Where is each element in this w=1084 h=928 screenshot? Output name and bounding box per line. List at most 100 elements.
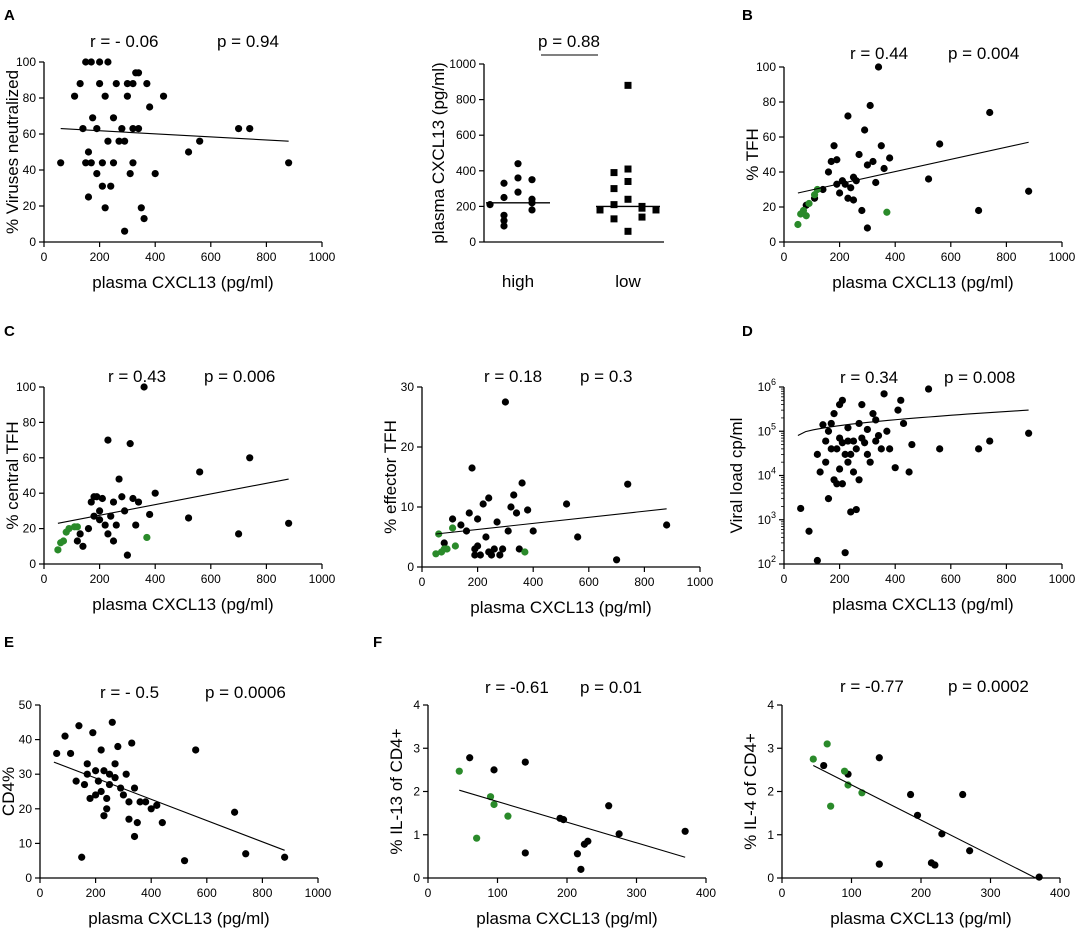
f2-point-green	[823, 740, 831, 748]
c2-point-black	[474, 542, 482, 550]
a1-y-tick-label: 40	[23, 163, 37, 177]
f1-point-green	[490, 800, 498, 809]
c1-point-black	[235, 530, 243, 538]
c2-x-tick-label: 200	[468, 575, 488, 589]
a1-x-axis-title: plasma CXCL13 (pg/ml)	[92, 273, 273, 292]
a1-point-black	[79, 125, 87, 133]
b-annotation-p: p = 0.004	[948, 44, 1019, 63]
f1-fit-line	[459, 789, 686, 858]
d-point-black	[869, 410, 877, 418]
f2-y-tick-label: 0	[767, 871, 774, 885]
a1-point-black	[112, 80, 120, 88]
c1-point-black	[107, 512, 115, 520]
b-point-black	[986, 108, 994, 117]
b-x-tick-label: 400	[885, 250, 905, 264]
d-point-black	[852, 445, 860, 453]
c1-point-black	[118, 493, 126, 501]
a1-point-black	[115, 137, 123, 145]
c1-point-black	[123, 551, 131, 559]
panel-letter-e: E	[4, 634, 14, 651]
f2-annotation-p: p = 0.0002	[948, 677, 1029, 696]
a1-point-black	[184, 148, 193, 156]
a1-point-black	[285, 159, 293, 167]
c2-point-black	[504, 527, 512, 535]
a1-x-tick-label: 0	[41, 250, 48, 264]
f1-point-black	[573, 850, 582, 858]
b-point-black	[830, 142, 838, 150]
c1-point-black	[84, 525, 93, 533]
d-point-black	[847, 450, 855, 458]
e-point-black	[125, 815, 133, 823]
c1-y-axis-title: % central TFH	[3, 421, 22, 529]
e-point-black	[61, 732, 69, 740]
f2-point-black	[931, 861, 939, 869]
e-point-black	[103, 794, 111, 803]
a1-point-black	[93, 170, 101, 178]
d-point-black	[797, 504, 805, 513]
a1-point-black	[151, 170, 159, 178]
e-x-tick-label: 0	[37, 886, 44, 900]
c1-point-green	[54, 546, 62, 554]
c2-y-tick-label: 20	[401, 440, 415, 454]
d-point-black	[844, 424, 852, 432]
d-annotation-r: r = 0.34	[840, 368, 898, 387]
e-y-tick-label: 50	[19, 698, 33, 712]
c2-point-black	[471, 551, 479, 559]
a1-x-tick-label: 400	[145, 250, 165, 264]
d-point-black	[838, 439, 846, 447]
e-point-black	[130, 784, 139, 792]
a1-point-black	[98, 182, 106, 190]
d-point-black	[908, 440, 916, 449]
a1-y-axis-title: % Viruses neutralized	[3, 70, 22, 234]
c1-annotation-r: r = 0.43	[108, 367, 166, 386]
c2-fit-line	[435, 508, 667, 535]
c2-y-tick-label: 30	[401, 380, 415, 394]
a1-point-black	[146, 103, 154, 111]
d-point-black	[880, 390, 888, 398]
d-y-tick-label: 103	[758, 510, 776, 527]
b-point-black	[874, 63, 883, 71]
a1-point-black	[101, 204, 109, 212]
a1-point-black	[121, 227, 129, 235]
f2-x-tick-label: 300	[980, 886, 1000, 900]
a2-point-high	[500, 222, 508, 230]
c1-point-black	[93, 493, 101, 501]
b-point-black	[849, 196, 858, 204]
c2-point-black	[529, 527, 537, 535]
panel-letter-c: C	[4, 323, 15, 340]
f2-x-axis-title: plasma CXCL13 (pg/ml)	[830, 909, 1011, 928]
e-point-black	[111, 760, 119, 768]
a1-point-black	[70, 92, 79, 100]
e-point-black	[192, 746, 200, 754]
a1-point-black	[235, 125, 243, 133]
a1-point-black	[134, 125, 143, 133]
d-point-black	[849, 437, 858, 445]
c2-point-black	[457, 521, 465, 529]
c2-point-black	[562, 500, 571, 508]
panel-letter-a: A	[4, 7, 15, 24]
a1-x-tick-label: 1000	[309, 250, 336, 264]
d-point-black	[822, 437, 830, 445]
a1-point-black	[89, 114, 97, 122]
c2-point-green	[448, 524, 457, 532]
b-point-black	[863, 224, 872, 232]
c2-point-black	[448, 515, 457, 523]
a2-category-label-high: high	[502, 272, 534, 291]
c1-x-tick-label: 800	[256, 572, 276, 586]
a2-point-low	[596, 206, 604, 214]
a1-x-tick-label: 800	[256, 250, 276, 264]
f2-y-tick-label: 4	[767, 698, 774, 712]
c1-point-green	[59, 537, 68, 545]
f1-x-tick-label: 100	[487, 886, 507, 900]
e-point-black	[128, 739, 136, 747]
e-point-black	[153, 801, 161, 809]
d-point-black	[883, 427, 891, 435]
b-point-black	[924, 175, 933, 183]
b-point-green	[883, 208, 891, 216]
d-x-tick-label: 0	[781, 572, 788, 586]
f1-point-black	[466, 754, 474, 762]
a2-y-tick-label: 0	[469, 235, 476, 249]
c1-point-black	[140, 383, 148, 391]
e-point-black	[53, 749, 61, 758]
c2-point-black	[485, 494, 493, 502]
